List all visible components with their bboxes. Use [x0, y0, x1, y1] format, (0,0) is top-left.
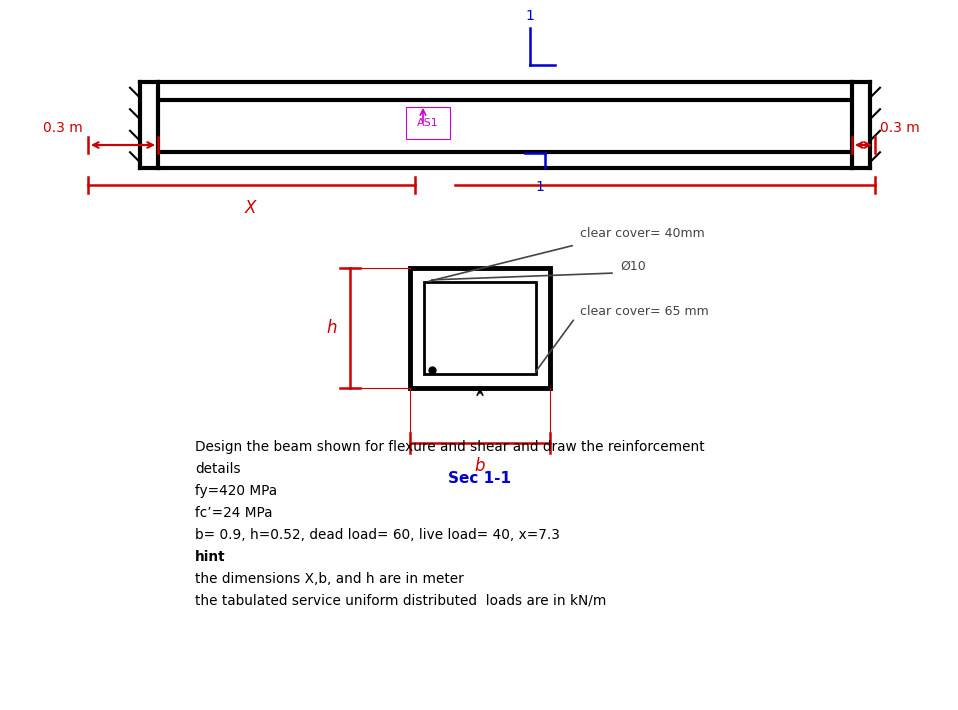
Bar — [410, 268, 550, 388]
Text: clear cover= 40mm: clear cover= 40mm — [580, 227, 705, 240]
Text: 1: 1 — [526, 9, 535, 23]
Text: clear cover= 65 mm: clear cover= 65 mm — [580, 305, 709, 318]
Text: b= 0.9, h=0.52, dead load= 60, live load= 40, x=7.3: b= 0.9, h=0.52, dead load= 60, live load… — [195, 528, 559, 542]
Text: AS1: AS1 — [417, 118, 439, 128]
Text: 0.3 m: 0.3 m — [43, 121, 83, 135]
Bar — [424, 282, 536, 374]
Text: b: b — [475, 457, 486, 475]
Text: details: details — [195, 462, 240, 476]
Text: fy=420 MPa: fy=420 MPa — [195, 484, 277, 498]
Text: X: X — [244, 199, 256, 217]
Text: the tabulated service uniform distributed  loads are in kN/m: the tabulated service uniform distribute… — [195, 594, 606, 608]
Text: fc’=24 MPa: fc’=24 MPa — [195, 506, 272, 520]
Text: h: h — [327, 319, 337, 337]
Text: 0.3 m: 0.3 m — [880, 121, 920, 135]
Text: Sec 1-1: Sec 1-1 — [448, 471, 512, 486]
Text: 1: 1 — [536, 180, 544, 194]
Text: Ø10: Ø10 — [620, 260, 646, 273]
Text: hint: hint — [195, 550, 226, 564]
Text: the dimensions X,b, and h are in meter: the dimensions X,b, and h are in meter — [195, 572, 464, 586]
Text: Design the beam shown for flexure and shear and draw the reinforcement: Design the beam shown for flexure and sh… — [195, 440, 705, 454]
